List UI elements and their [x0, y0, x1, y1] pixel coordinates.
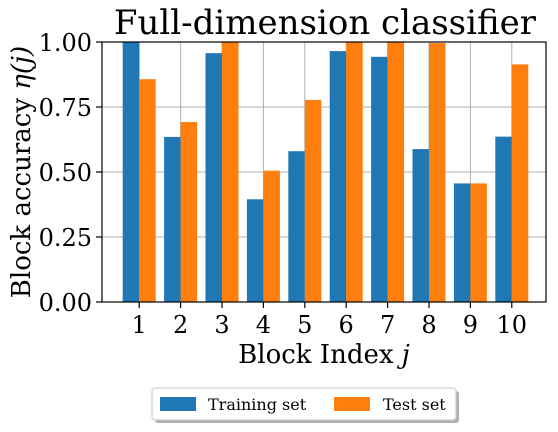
bar-test	[139, 79, 156, 303]
bar-training	[205, 53, 222, 303]
x-tick-label: 6	[339, 311, 354, 339]
x-tick-label: 5	[297, 311, 312, 339]
x-ticks: 1 2 3 4 5 6 7 8 9 10	[132, 302, 528, 339]
chart-title: Full-dimension classifier	[114, 3, 537, 43]
bar-training	[453, 183, 471, 302]
y-tick-label: 0.00	[39, 289, 92, 317]
bar-test	[429, 43, 446, 302]
bar-training	[246, 199, 264, 302]
legend-label-test: Test set	[383, 395, 446, 414]
bar-training	[495, 136, 512, 302]
y-tick-label: 1.00	[39, 29, 92, 57]
bar-training	[412, 149, 429, 302]
y-tick-label: 0.75	[39, 94, 92, 122]
legend-box	[151, 387, 457, 421]
x-tick-label: 9	[463, 311, 478, 339]
x-tick-label: 1	[132, 311, 147, 339]
x-tick-label: 7	[380, 311, 395, 339]
legend-swatch-test	[334, 397, 370, 411]
bar-test	[222, 42, 239, 302]
bar-test	[511, 64, 529, 302]
bar-training	[329, 51, 347, 302]
bar-training	[288, 151, 305, 302]
y-ticks: 0.00 0.25 0.50 0.75 1.00	[39, 29, 102, 317]
y-tick-label: 0.25	[39, 224, 92, 252]
x-tick-label: 3	[214, 311, 229, 339]
x-axis-label-main: Block Index	[238, 340, 402, 370]
y-axis-label: Block accuracy η(j)	[7, 46, 37, 298]
legend: Training set Test set	[151, 387, 459, 423]
bar-test	[304, 99, 322, 302]
bar-test	[346, 42, 363, 302]
x-axis-label: Block Index j	[238, 340, 410, 370]
y-tick-label: 0.50	[39, 159, 92, 187]
bar-training	[164, 136, 181, 302]
bar-training	[122, 42, 140, 302]
bar-test	[263, 170, 280, 302]
bar-test	[470, 183, 487, 302]
legend-swatch-training	[160, 397, 196, 411]
y-axis-label-var: η(j)	[7, 46, 37, 90]
y-axis-label-main: Block accuracy	[7, 90, 37, 298]
bar-training	[371, 56, 388, 302]
bar-test	[180, 122, 198, 302]
x-tick-label: 10	[497, 311, 528, 339]
legend-label-training: Training set	[208, 395, 307, 414]
svg-text:Block accuracy η(j): Block accuracy η(j)	[7, 46, 37, 298]
x-tick-label: 8	[421, 311, 436, 339]
x-tick-label: 4	[256, 311, 271, 339]
x-tick-label: 2	[173, 311, 188, 339]
bar-test	[387, 42, 405, 302]
bars	[122, 42, 529, 303]
